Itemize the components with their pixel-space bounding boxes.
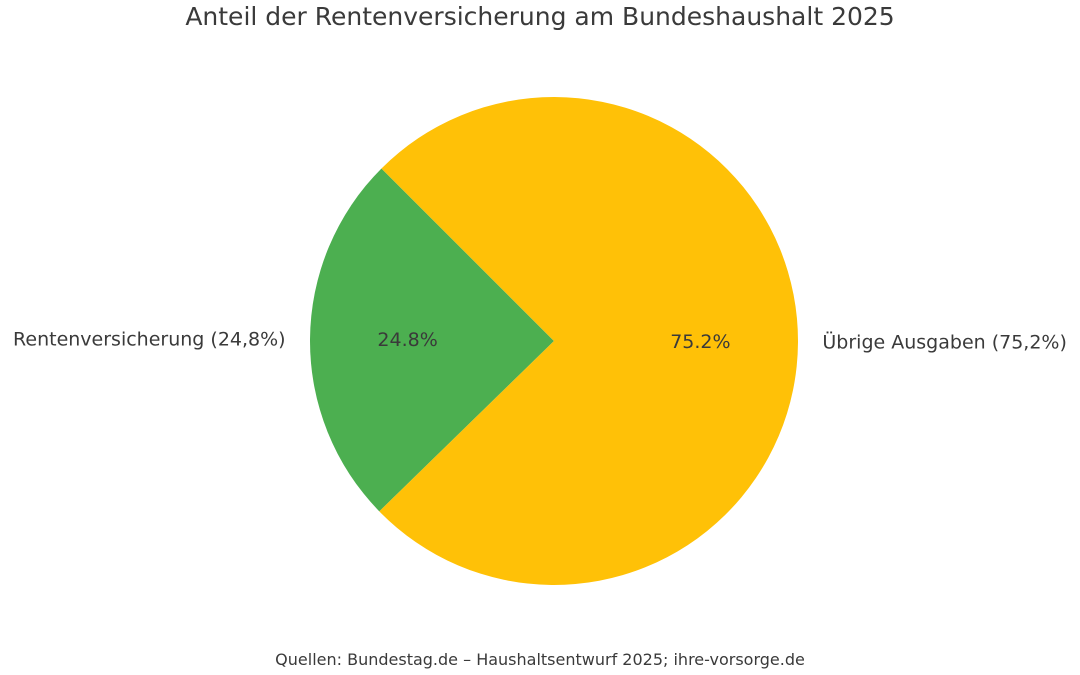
chart-title: Anteil der Rentenversicherung am Bundesh… <box>185 2 895 31</box>
slice-percent-label: 24.8% <box>377 329 437 351</box>
slice-category-label: Rentenversicherung (24,8%) <box>13 328 286 350</box>
slice-category-label: Übrige Ausgaben (75,2%) <box>822 331 1067 354</box>
pie-slice <box>310 168 554 512</box>
pie-slice <box>379 97 798 586</box>
slice-percent-label: 75.2% <box>670 331 730 353</box>
source-note: Quellen: Bundestag.de – Haushaltsentwurf… <box>275 650 805 669</box>
